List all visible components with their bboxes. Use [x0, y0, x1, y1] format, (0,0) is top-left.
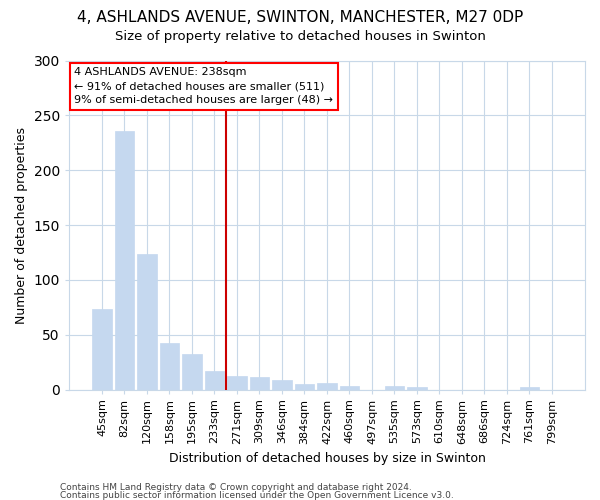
Bar: [317, 383, 337, 390]
Bar: [182, 354, 202, 390]
Bar: [340, 386, 359, 390]
Bar: [92, 310, 112, 390]
Bar: [115, 130, 134, 390]
Bar: [272, 380, 292, 390]
Bar: [385, 386, 404, 390]
Bar: [227, 376, 247, 390]
Text: Contains HM Land Registry data © Crown copyright and database right 2024.: Contains HM Land Registry data © Crown c…: [60, 484, 412, 492]
Bar: [137, 254, 157, 390]
Text: Size of property relative to detached houses in Swinton: Size of property relative to detached ho…: [115, 30, 485, 43]
Text: 4, ASHLANDS AVENUE, SWINTON, MANCHESTER, M27 0DP: 4, ASHLANDS AVENUE, SWINTON, MANCHESTER,…: [77, 10, 523, 25]
Text: Contains public sector information licensed under the Open Government Licence v3: Contains public sector information licen…: [60, 491, 454, 500]
Bar: [205, 371, 224, 390]
X-axis label: Distribution of detached houses by size in Swinton: Distribution of detached houses by size …: [169, 452, 485, 465]
Y-axis label: Number of detached properties: Number of detached properties: [15, 126, 28, 324]
Bar: [295, 384, 314, 390]
Text: 4 ASHLANDS AVENUE: 238sqm
← 91% of detached houses are smaller (511)
9% of semi-: 4 ASHLANDS AVENUE: 238sqm ← 91% of detac…: [74, 67, 333, 105]
Bar: [407, 388, 427, 390]
Bar: [520, 388, 539, 390]
Bar: [250, 378, 269, 390]
Bar: [160, 344, 179, 390]
